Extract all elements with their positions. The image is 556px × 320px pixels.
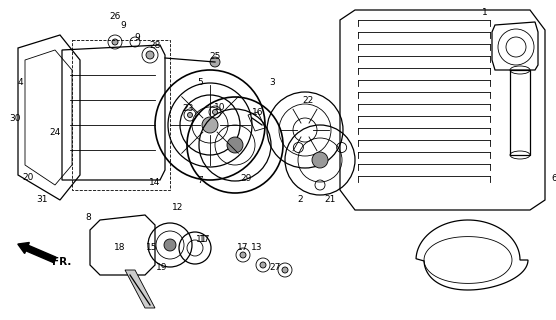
Circle shape [227, 137, 243, 153]
Text: 11: 11 [196, 236, 208, 244]
Text: 22: 22 [302, 95, 314, 105]
Circle shape [146, 51, 154, 59]
Text: 14: 14 [150, 178, 161, 187]
Circle shape [312, 152, 328, 168]
Text: 1: 1 [482, 7, 488, 17]
Text: FR.: FR. [52, 257, 72, 267]
Text: 9: 9 [120, 20, 126, 29]
Text: 28: 28 [150, 41, 161, 50]
Circle shape [164, 239, 176, 251]
Text: 17: 17 [237, 243, 249, 252]
Text: 5: 5 [197, 77, 203, 86]
Text: 30: 30 [9, 114, 21, 123]
Text: 8: 8 [85, 213, 91, 222]
Circle shape [210, 57, 220, 67]
Text: 3: 3 [269, 77, 275, 86]
Text: 24: 24 [49, 127, 61, 137]
Circle shape [202, 117, 218, 133]
Text: 20: 20 [22, 172, 34, 181]
Text: 25: 25 [209, 52, 221, 60]
Text: 23: 23 [182, 103, 193, 113]
Text: 6: 6 [551, 173, 556, 182]
Text: 7: 7 [197, 175, 203, 185]
Text: 27: 27 [269, 263, 281, 273]
Text: 15: 15 [146, 244, 158, 252]
Circle shape [212, 109, 217, 115]
Circle shape [240, 252, 246, 258]
Text: 4: 4 [17, 77, 23, 86]
Text: 21: 21 [324, 196, 336, 204]
Text: 18: 18 [114, 244, 126, 252]
Text: 10: 10 [214, 102, 226, 111]
Circle shape [260, 262, 266, 268]
Text: 31: 31 [36, 196, 48, 204]
Polygon shape [125, 270, 155, 308]
Text: 2: 2 [297, 196, 303, 204]
Text: 26: 26 [110, 12, 121, 20]
Circle shape [282, 267, 288, 273]
Text: 12: 12 [172, 204, 183, 212]
Text: 16: 16 [252, 108, 264, 116]
Text: 19: 19 [156, 263, 168, 273]
Text: 17: 17 [199, 236, 211, 244]
Text: 29: 29 [240, 173, 252, 182]
Circle shape [112, 39, 118, 45]
Circle shape [187, 113, 192, 117]
Text: 9: 9 [134, 33, 140, 42]
FancyArrow shape [18, 243, 56, 263]
Text: 13: 13 [251, 243, 263, 252]
